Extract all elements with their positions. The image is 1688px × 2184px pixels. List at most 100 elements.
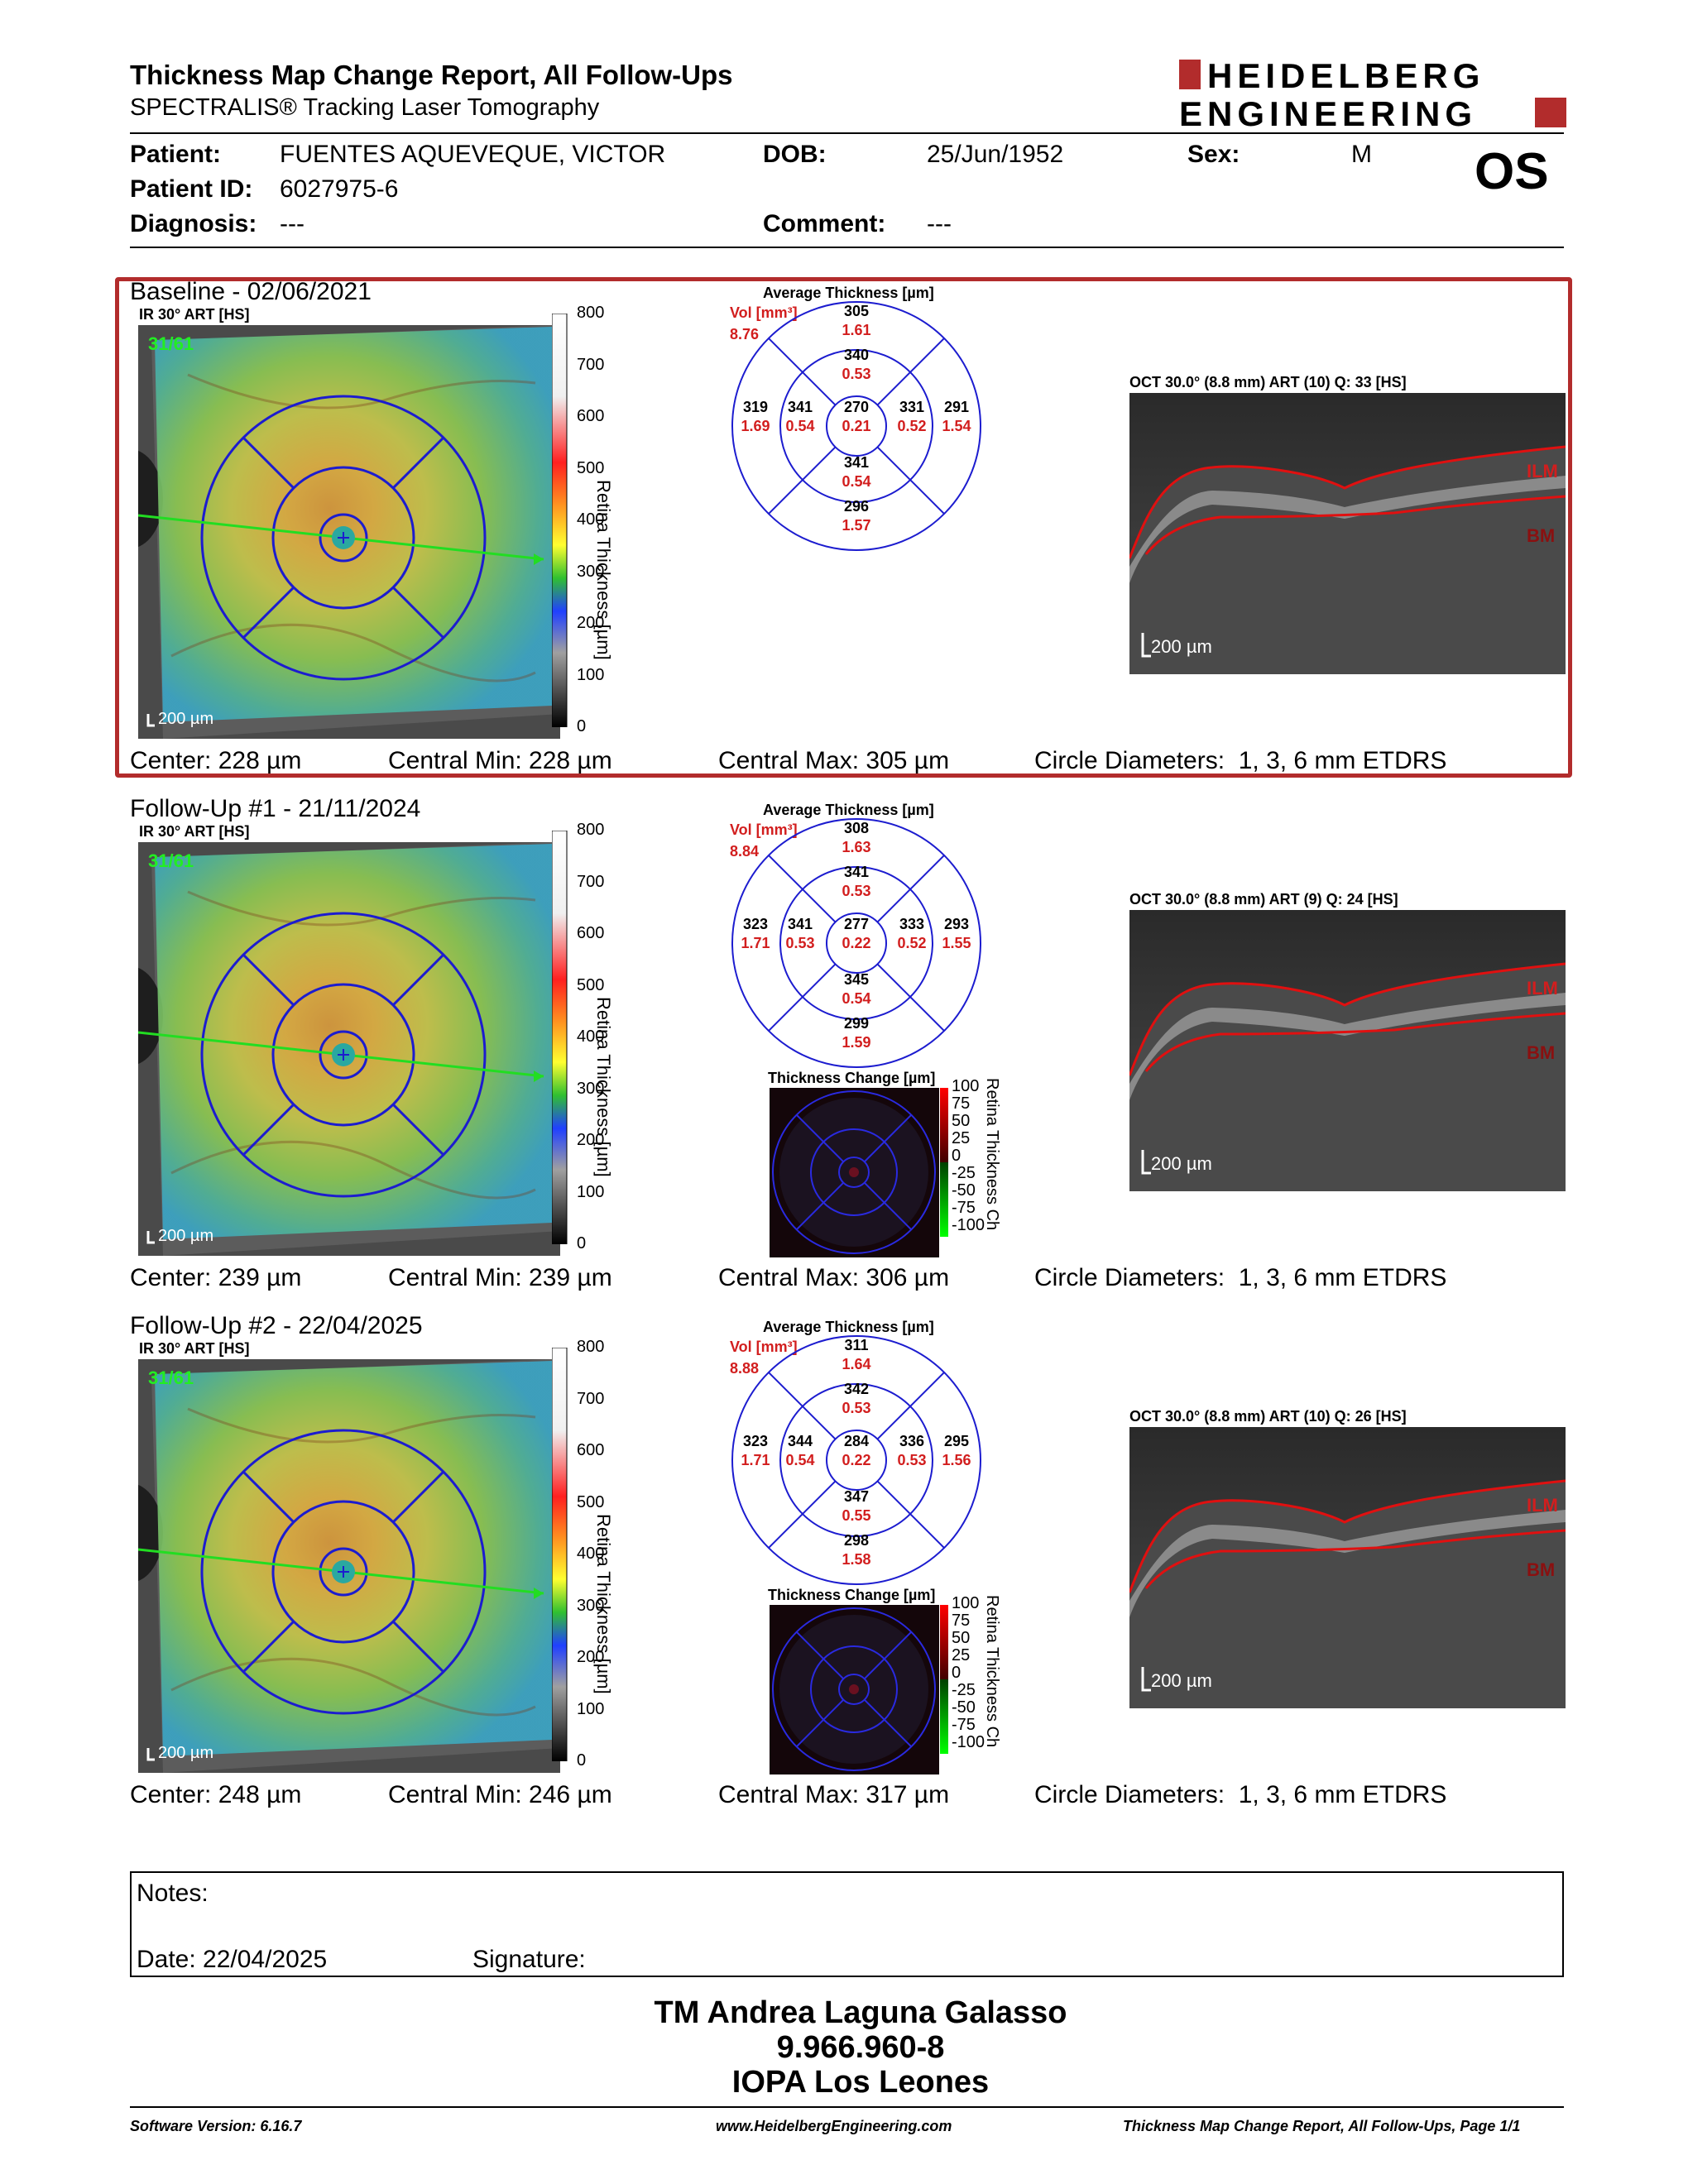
scale-tick-label: 200 [577,614,605,632]
change-tick-label: -100 [952,1216,985,1234]
etdrs-nas-inner-volume: 0.52 [897,418,926,434]
scale-tick-label: 700 [577,355,605,374]
report-title: Thickness Map Change Report, All Follow-… [130,60,733,90]
scale-tick-label: 100 [577,1699,605,1718]
etdrs-nas-inner-thickness: 336 [899,1433,924,1449]
change-tick-label: 0 [952,1147,961,1165]
signer-institution: IOPA Los Leones [731,2065,990,2100]
etdrs-nas-inner-thickness: 333 [899,916,924,932]
scale-tick-label: 400 [577,1545,605,1563]
change-tick-label: 100 [952,1594,980,1612]
scale-tick-label: 800 [577,304,605,322]
scale-tick-label: 200 [577,1648,605,1666]
etdrs-temp-outer-volume: 1.71 [741,1452,770,1468]
scale-tick-label: 100 [577,1182,605,1201]
vol-label: Vol [mm³] [730,821,798,838]
scale-tick-label: 300 [577,1596,605,1615]
scale-tick-label: 600 [577,924,605,942]
eye-label: OS [1475,143,1549,200]
oct-label: OCT 30.0° (8.8 mm) ART (9) Q: 24 [HS] [1129,891,1398,908]
change-scale-axis-label: Retina Thickness Ch [983,1595,1001,1748]
change-tick-label: 100 [952,1077,980,1095]
thickness-scale-axis-label: Retina Thickness [µm] [593,480,614,660]
etdrs-center-thickness: 284 [844,1433,869,1449]
notes-date: Date: 22/04/2025 [137,1946,328,1973]
scale-tick-label: 800 [577,1338,605,1356]
etdrs-grid-chart: 311 1.64 342 0.53 323 1.71 344 0.54 284 0.22 336 0.… [728,1332,985,1588]
etdrs-nas-outer-volume: 1.55 [942,935,971,951]
thickness-change-map [770,1605,939,1774]
etdrs-temp-outer-volume: 1.71 [741,935,770,951]
etdrs-grid-chart: 305 1.61 340 0.53 319 1.69 341 0.54 270 0.21 331 0.… [728,298,985,554]
change-tick-label: 25 [952,1646,971,1664]
section-title: Baseline - 02/06/2021 [130,278,372,305]
patient-label: Patient: [130,141,222,168]
ilm-label: ILM [1527,978,1558,999]
change-tick-label: 75 [952,1612,971,1630]
etdrs-nas-outer-volume: 1.54 [942,418,971,434]
software-version: Software Version: 6.16.7 [130,2118,302,2134]
thickness-scale-axis-label: Retina Thickness [µm] [593,997,614,1177]
scale-tick-label: 0 [577,1234,587,1252]
change-color-scale [940,1605,948,1754]
change-tick-label: -50 [952,1181,976,1200]
central-max: Central Max: 317 µm [718,1781,950,1808]
signature-label: Signature: [472,1946,586,1973]
scale-tick-label: 300 [577,562,605,581]
thickness-color-scale [551,830,572,1245]
baseline-highlight-frame [115,277,1572,778]
change-scale-ticks: 100 75 50 25 0 -25 -50 -75 -100 [952,1595,985,1769]
notes-box[interactable]: Notes: Date: 22/04/2025 Signature: [130,1871,1564,1977]
thickness-scale-ticks: 800 700 600 500 400 300 200 100 0 [577,1338,610,1770]
scale-tick-label: 400 [577,1027,605,1046]
center-thickness: Center: 239 µm [130,1264,302,1291]
etdrs-inf-outer-volume: 1.58 [842,1551,870,1568]
etdrs-nas-inner-thickness: 331 [899,399,924,415]
oct-scale-label: 200 µm [1151,636,1212,657]
comment-value: --- [927,210,952,237]
scale-tick-label: 700 [577,872,605,891]
patient-id-value: 6027975-6 [280,175,399,203]
dob-value: 25/Jun/1952 [927,141,1064,168]
thickness-color-scale [551,313,572,728]
etdrs-sup-inner-thickness: 340 [844,347,869,363]
thickness-scale-axis-label: Retina Thickness [µm] [593,1514,614,1694]
heidelberg-logo: HEIDELBERG ENGINEERING [1179,58,1566,131]
etdrs-center-volume: 0.22 [842,935,870,951]
etdrs-temp-outer-volume: 1.69 [741,418,770,434]
etdrs-sup-inner-volume: 0.53 [842,883,870,899]
patient-id-label: Patient ID: [130,175,253,203]
fundus-scale-label: 200 µm [158,1744,213,1762]
thickness-map-image: 31/61 200 µm [138,842,560,1256]
ir-label: IR 30° ART [HS] [139,306,250,323]
etdrs-sup-outer-volume: 1.61 [842,322,870,338]
circle-diameters: Circle Diameters: 1, 3, 6 mm ETDRS [1034,1781,1447,1808]
scale-tick-label: 200 [577,1131,605,1149]
bm-label: BM [1527,1042,1555,1063]
etdrs-inf-outer-thickness: 299 [844,1015,869,1032]
change-tick-label: -25 [952,1681,976,1699]
notes-label: Notes: [137,1880,209,1907]
vol-total: 8.84 [730,843,760,860]
central-min: Central Min: 228 µm [388,747,612,774]
ilm-label: ILM [1527,461,1558,481]
change-scale-ticks: 100 75 50 25 0 -25 -50 -75 -100 [952,1078,985,1252]
fundus-overlay-text: 31/61 [148,333,194,354]
etdrs-sup-inner-thickness: 342 [844,1381,869,1397]
change-tick-label: -100 [952,1733,985,1751]
vol-total: 8.76 [730,326,760,342]
etdrs-center-thickness: 270 [844,399,869,415]
circle-diameters: Circle Diameters: 1, 3, 6 mm ETDRS [1034,747,1447,774]
scale-tick-label: 600 [577,1441,605,1459]
oct-scale-label: 200 µm [1151,1153,1212,1174]
sex-label: Sex: [1187,141,1240,168]
header-divider [130,132,1564,134]
etdrs-inf-inner-thickness: 347 [844,1488,869,1505]
logo-line2: ENGINEERING [1179,94,1477,131]
change-tick-label: 50 [952,1629,971,1647]
ir-label: IR 30° ART [HS] [139,823,250,840]
scale-tick-label: 500 [577,458,605,477]
thickness-scale-ticks: 800 700 600 500 400 300 200 100 0 [577,821,610,1252]
oct-label: OCT 30.0° (8.8 mm) ART (10) Q: 26 [HS] [1129,1408,1407,1425]
footer-divider [130,2106,1564,2108]
